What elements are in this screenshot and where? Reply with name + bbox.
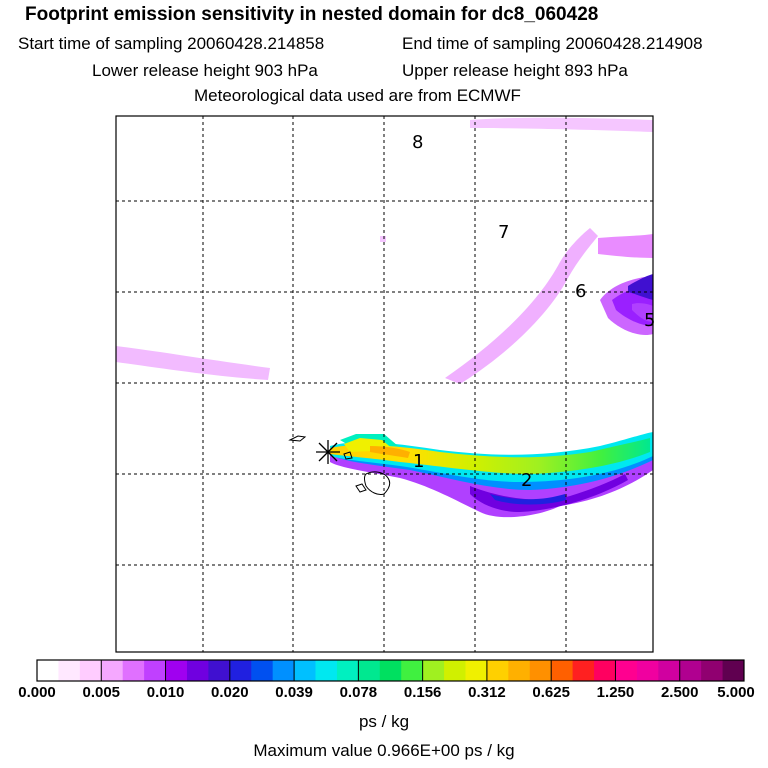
day-label: 7 — [498, 222, 509, 243]
colorbar-swatch — [315, 660, 338, 681]
release-point-marker — [316, 440, 340, 464]
colorbar-swatch — [551, 660, 574, 681]
colorbar-tick-label: 0.078 — [339, 684, 378, 701]
day-label: 8 — [412, 132, 423, 153]
colorbar-swatch — [101, 660, 124, 681]
colorbar-swatch — [144, 660, 167, 681]
colorbar-swatch — [294, 660, 317, 681]
colorbar-swatch — [444, 660, 466, 681]
colorbar-swatch — [401, 660, 424, 681]
colorbar-swatch — [79, 660, 102, 681]
colorbar-swatch — [594, 660, 616, 681]
colorbar-frame — [36, 659, 745, 682]
colorbar-swatch — [358, 660, 381, 681]
colorbar-swatch — [186, 660, 209, 681]
colorbar-swatch — [208, 660, 231, 681]
emission-fields — [116, 117, 653, 518]
colorbar-tick-label: 0.020 — [211, 684, 249, 701]
colorbar-swatch — [165, 660, 188, 681]
colorbar-swatch — [572, 660, 595, 681]
day-label: 6 — [575, 281, 586, 302]
colorbar-tick-label: 0.000 — [18, 684, 56, 701]
colorbar-tick-label: 0.039 — [275, 684, 313, 701]
colorbar-swatch — [722, 660, 745, 681]
colorbar-swatch — [422, 660, 445, 681]
colorbar-swatch — [529, 660, 552, 681]
upper-release-label: Upper release height 893 hPa — [402, 61, 628, 80]
colorbar-tick-label: 5.000 — [717, 684, 755, 701]
colorbar-swatch — [379, 660, 402, 681]
day-label: 1 — [413, 451, 424, 472]
colorbar-tick-label: 0.156 — [403, 684, 442, 701]
maximum-value-label: Maximum value 0.966E+00 ps / kg — [253, 741, 515, 760]
colorbar-swatch — [58, 660, 81, 681]
colorbar-swatch — [486, 660, 509, 681]
colorbar-swatch — [508, 660, 531, 681]
lower-release-label: Lower release height 903 hPa — [92, 61, 318, 80]
colorbar-swatch — [122, 660, 145, 681]
map-grid — [116, 116, 653, 652]
field-west-band — [116, 346, 270, 380]
coastline — [288, 435, 391, 495]
field-top-band — [470, 117, 653, 132]
met-data-label: Meteorological data used are from ECMWF — [194, 86, 521, 105]
colorbar-swatch — [615, 660, 638, 681]
colorbar-tick-label: 0.010 — [146, 684, 185, 701]
colorbar-swatch — [229, 660, 252, 681]
colorbar-tick-label: 0.005 — [82, 684, 121, 701]
figure-title-text: Footprint emission sensitivity in nested… — [25, 4, 599, 25]
colorbar-swatch — [251, 660, 274, 681]
colorbar-unit: ps / kg — [358, 712, 410, 731]
colorbar-tick-label: 2.500 — [660, 684, 699, 701]
colorbar-tick-label: 0.312 — [468, 684, 506, 701]
field-diagonal-band — [445, 228, 598, 384]
colorbar — [36, 659, 745, 682]
colorbar-swatch — [37, 660, 59, 681]
colorbar-swatch — [679, 660, 702, 681]
colorbar-swatch — [465, 660, 488, 681]
end-time-label: End time of sampling 20060428.214908 — [402, 34, 703, 53]
colorbar-swatch — [272, 660, 295, 681]
day-label: 5 — [644, 310, 655, 331]
plume-core — [330, 438, 650, 474]
day-label: 2 — [521, 470, 532, 491]
colorbar-swatch — [658, 660, 681, 681]
colorbar-swatch — [701, 660, 724, 681]
colorbar-tick-label: 0.625 — [532, 684, 570, 701]
colorbar-tick-label: 1.250 — [596, 684, 635, 701]
colorbar-swatch — [636, 660, 659, 681]
map-frame — [115, 115, 654, 653]
colorbar-swatch — [336, 660, 359, 681]
start-time-label: Start time of sampling 20060428.214858 — [18, 34, 325, 53]
